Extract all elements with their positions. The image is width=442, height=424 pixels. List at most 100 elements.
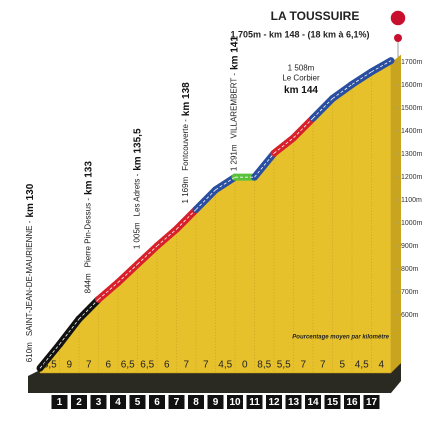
km-label: 8 [193, 397, 199, 408]
km-label: 12 [268, 397, 280, 408]
y-tick-label: 1700m [401, 59, 423, 66]
y-tick-label: 1600m [401, 82, 423, 89]
gradient-label: 6 [105, 360, 111, 371]
gradient-label: 9 [66, 360, 72, 371]
profile-centerline [59, 318, 80, 345]
place-km: km 144 [284, 85, 318, 96]
gradient-label: 6,5 [121, 360, 135, 371]
profile-segment [192, 186, 219, 213]
place-label: 844m Pierre Pin-Dessus - km 133 [83, 161, 94, 294]
gradient-label: 7 [320, 360, 326, 371]
km-box [149, 395, 165, 409]
km-box [266, 395, 282, 409]
km-label: 7 [174, 397, 180, 408]
profile-centerline [273, 137, 294, 154]
profile-centerline [351, 71, 372, 85]
km-label: 9 [213, 397, 219, 408]
place-label: 610m SAINT-JEAN-DE-MAURIENNE - km 130 [25, 183, 36, 362]
km-label: 16 [346, 397, 358, 408]
profile-segment [309, 95, 336, 122]
place-name: VILLAREMBERT - [230, 73, 239, 139]
place-km: km 133 [83, 161, 94, 195]
profile-centerline [137, 245, 158, 265]
profile-centerline [254, 153, 275, 178]
gradient-label: 5 [339, 360, 345, 371]
km-box [168, 395, 185, 409]
profile-centerline [39, 344, 60, 369]
km-box [344, 395, 360, 409]
km-label: 13 [288, 397, 300, 408]
km-label: 5 [135, 397, 141, 408]
km-box [51, 395, 68, 409]
y-tick-label: 900m [401, 243, 419, 250]
profile-segment [75, 295, 102, 323]
profile-segment [173, 205, 200, 233]
summit-icon [389, 9, 407, 27]
place-altitude: 844m [84, 273, 93, 293]
km-box [285, 395, 302, 409]
profile-centerline [98, 282, 119, 300]
gradient-label: 4,5 [218, 360, 232, 371]
place-name: Le Corbier [282, 73, 320, 82]
km-box [90, 395, 107, 409]
gradient-label: 7 [203, 360, 209, 371]
km-box [227, 395, 243, 409]
gradient-label: 6 [164, 360, 170, 371]
y-tick-label: 1100m [401, 197, 422, 204]
place-altitude: 610m [25, 342, 34, 362]
y-tick-label: 1500m [401, 105, 423, 112]
km-box [71, 395, 87, 409]
place-altitude: 1 291m [230, 144, 239, 171]
place-name: Pierre Pin-Dessus - [84, 198, 93, 268]
km-box [188, 395, 204, 409]
km-box [246, 395, 263, 409]
gradient-label: 0 [242, 360, 248, 371]
y-tick-label: 1400m [401, 128, 423, 135]
gradient-label: 7 [300, 360, 306, 371]
km-box [363, 395, 380, 409]
profile-centerline [156, 228, 177, 247]
km-box [207, 395, 224, 409]
km-label: 14 [307, 397, 319, 408]
profile-centerline [371, 60, 392, 73]
place-name: SAINT-JEAN-DE-MAURIENNE - [25, 220, 34, 336]
km-label: 10 [229, 397, 241, 408]
gradient-caption: Pourcentage moyen par kilomètre [292, 335, 389, 341]
y-tick-label: 1200m [401, 174, 423, 181]
km-label: 17 [366, 397, 378, 408]
place-altitude: 1 005m [132, 222, 141, 249]
place-name: Les Adrets - [132, 173, 141, 216]
km-label: 2 [76, 397, 82, 408]
place-label: 1 169m Fontcouverte - km 138 [181, 82, 192, 204]
profile-centerline [332, 84, 353, 99]
y-tick-label: 700m [401, 289, 419, 296]
gradient-label: 8,5 [43, 360, 57, 371]
km-label: 4 [115, 397, 121, 408]
km-label: 6 [154, 397, 160, 408]
profile-side [391, 54, 401, 373]
gradient-label: 6,5 [140, 360, 154, 371]
gradient-label: 4,5 [355, 360, 369, 371]
gradient-label: 4 [378, 360, 384, 371]
km-box [110, 395, 126, 409]
place-altitude: 1 508m [288, 63, 315, 72]
y-tick-label: 1300m [401, 151, 423, 158]
place-altitude: 1 169m [181, 176, 190, 203]
y-tick-label: 1000m [401, 220, 423, 227]
place-name: Fontcouverte - [181, 119, 190, 171]
km-box [324, 395, 341, 409]
profile-segment [290, 114, 317, 142]
place-km: km 138 [181, 82, 192, 116]
place-km: km 141 [229, 36, 240, 70]
profile-centerline [215, 176, 236, 191]
km-label: 3 [96, 397, 102, 408]
place-label: 1 005m Les Adrets - km 135,5 [132, 128, 143, 249]
gradient-label: 5,5 [277, 360, 291, 371]
profile-centerline [117, 263, 138, 283]
summit-dot [394, 34, 402, 42]
km-box [129, 395, 146, 409]
place-label: 1 291m VILLAREMBERT - km 141 [229, 36, 240, 172]
km-label: 15 [327, 397, 339, 408]
place-km: km 130 [25, 183, 36, 217]
